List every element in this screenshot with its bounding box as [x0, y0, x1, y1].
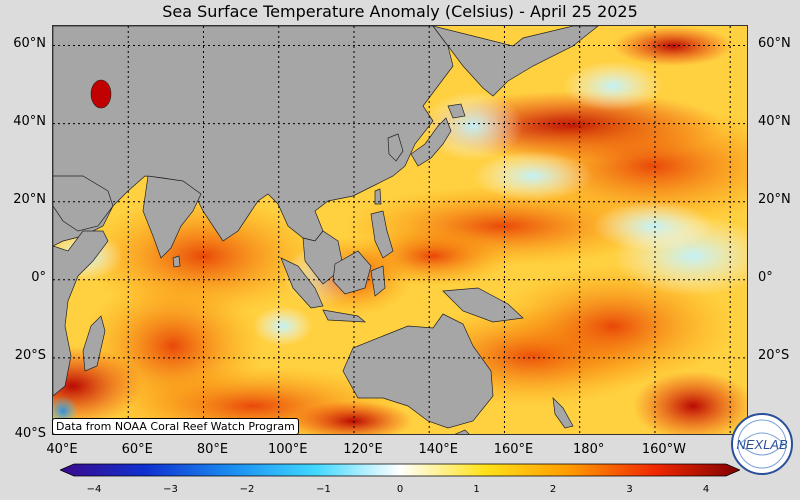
land-new-zealand	[552, 397, 574, 429]
colorbar	[60, 463, 740, 477]
land-india	[142, 175, 202, 259]
sst-anomaly-map	[52, 25, 748, 435]
lon-label: 160°E	[493, 442, 534, 457]
data-credit: Data from NOAA Coral Reef Watch Program	[52, 418, 299, 435]
land-sulawesi	[370, 265, 386, 297]
lon-label: 80°E	[196, 442, 229, 457]
land-java	[322, 309, 367, 323]
lon-label: 40°E	[46, 442, 78, 457]
lat-label-right: 60°N	[758, 35, 791, 51]
land-new-guinea	[442, 287, 524, 323]
gridlines	[53, 26, 747, 434]
anomaly-blob	[293, 401, 413, 434]
land-borneo	[332, 250, 372, 295]
land-taiwan	[374, 188, 382, 205]
lat-label-left: 20°S	[14, 347, 46, 363]
land	[53, 26, 599, 434]
lat-label-left: 20°N	[13, 191, 46, 207]
colorbar-tick-label: 1	[473, 484, 480, 495]
land-tasmania	[454, 429, 470, 434]
colorbar-tick-label: −3	[163, 484, 178, 495]
logo-text: NEXLAB	[736, 437, 788, 452]
lat-label-left: 40°S	[14, 426, 46, 441]
lat-label-left: 0°	[31, 269, 46, 285]
colorbar-tick-label: 3	[626, 484, 633, 495]
colorbar-tick-label: 2	[549, 484, 557, 495]
lon-label: 180°	[573, 442, 605, 457]
anomaly-blob	[423, 91, 523, 161]
anomaly-blob	[593, 201, 713, 251]
lon-label: 120°E	[343, 442, 383, 457]
map-title: Sea Surface Temperature Anomaly (Celsius…	[162, 2, 638, 21]
anomaly-blob	[253, 306, 313, 346]
colorbar-tick-label: −4	[86, 484, 102, 495]
colorbar-tick-label: 4	[702, 484, 710, 495]
lat-label-right: 40°N	[758, 113, 791, 129]
colorbar-bar	[60, 463, 740, 477]
lon-label: 160°W	[641, 442, 687, 457]
lon-label: 140°E	[418, 442, 458, 457]
land-sri-lanka	[172, 255, 181, 268]
land-sumatra	[280, 257, 324, 309]
anomaly-blob	[563, 61, 663, 111]
land-arabia	[53, 175, 114, 232]
lat-label-right: 20°N	[758, 191, 791, 207]
anomaly-blob	[473, 151, 593, 201]
colorbar-tick-label: −2	[239, 484, 255, 495]
anomaly-blob	[493, 266, 733, 386]
lat-label-right: 0°	[758, 269, 773, 285]
lat-label-left: 60°N	[13, 35, 46, 51]
land-philippines	[370, 210, 394, 259]
lon-label: 100°E	[267, 442, 308, 457]
anomaly-blob	[633, 371, 747, 434]
colorbar-tick-label: 0	[396, 484, 404, 495]
land-hokkaido	[447, 103, 466, 119]
land-korea	[387, 133, 404, 162]
land-africa	[53, 230, 109, 397]
land-australia	[342, 313, 494, 429]
lat-label-right: 20°S	[758, 347, 790, 363]
colorbar-tick-label: −1	[316, 484, 331, 495]
land-madagascar	[82, 315, 106, 372]
lon-label: 60°E	[121, 442, 153, 457]
nexlab-logo: NEXLAB	[731, 413, 793, 475]
lat-label-left: 40°N	[13, 113, 46, 129]
